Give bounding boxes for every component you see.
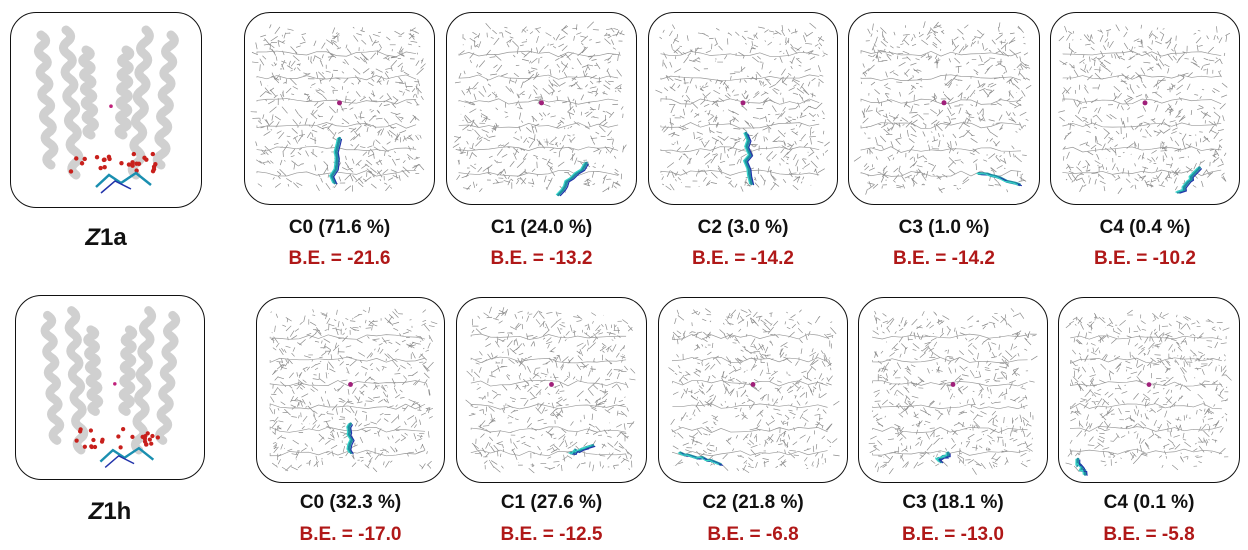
- binding-energy: B.E. = -10.2: [1094, 248, 1196, 270]
- binding-energy: B.E. = -13.0: [902, 524, 1004, 546]
- figure: Z1a C0 (71.6 %) B.E. = -21.6 C1 (24.0 %) B.E…: [0, 0, 1248, 550]
- system-image: [15, 295, 205, 480]
- cluster-name: C0 (32.3 %): [300, 492, 401, 514]
- binding-energy: B.E. = -5.8: [1103, 524, 1194, 546]
- cluster-image: [446, 12, 637, 205]
- structure-image: [1051, 13, 1239, 204]
- cluster-name: C3 (18.1 %): [902, 492, 1003, 514]
- cluster-image: [648, 12, 838, 205]
- cluster-image: [658, 297, 848, 483]
- cluster-name: C4 (0.1 %): [1104, 492, 1195, 514]
- system-label: Z1h: [89, 498, 132, 526]
- cluster-name: C3 (1.0 %): [899, 217, 990, 239]
- cluster-image: [858, 297, 1048, 483]
- cluster-image: [1058, 297, 1240, 483]
- cluster-name: C0 (71.6 %): [289, 217, 390, 239]
- structure-image: [11, 13, 201, 207]
- structure-image: [257, 298, 444, 482]
- cluster-image: [848, 12, 1040, 205]
- structure-image: [447, 13, 636, 204]
- binding-energy: B.E. = -14.2: [893, 248, 995, 270]
- structure-image: [16, 296, 204, 479]
- structure-image: [859, 298, 1047, 482]
- cluster-name: C1 (24.0 %): [491, 217, 592, 239]
- structure-image: [457, 298, 646, 482]
- binding-energy: B.E. = -21.6: [289, 248, 391, 270]
- system-label: Z1a: [85, 224, 126, 252]
- system-image: [10, 12, 202, 208]
- cluster-image: [1050, 12, 1240, 205]
- binding-energy: B.E. = -17.0: [300, 524, 402, 546]
- structure-image: [649, 13, 837, 204]
- structure-image: [849, 13, 1039, 204]
- cluster-name: C2 (3.0 %): [698, 217, 789, 239]
- binding-energy: B.E. = -13.2: [491, 248, 593, 270]
- binding-energy: B.E. = -14.2: [692, 248, 794, 270]
- cluster-name: C4 (0.4 %): [1100, 217, 1191, 239]
- structure-image: [1059, 298, 1239, 482]
- structure-image: [245, 13, 434, 204]
- cluster-name: C2 (21.8 %): [702, 492, 803, 514]
- binding-energy: B.E. = -6.8: [707, 524, 798, 546]
- cluster-image: [244, 12, 435, 205]
- cluster-image: [456, 297, 647, 483]
- cluster-name: C1 (27.6 %): [501, 492, 602, 514]
- cluster-image: [256, 297, 445, 483]
- structure-image: [659, 298, 847, 482]
- binding-energy: B.E. = -12.5: [501, 524, 603, 546]
